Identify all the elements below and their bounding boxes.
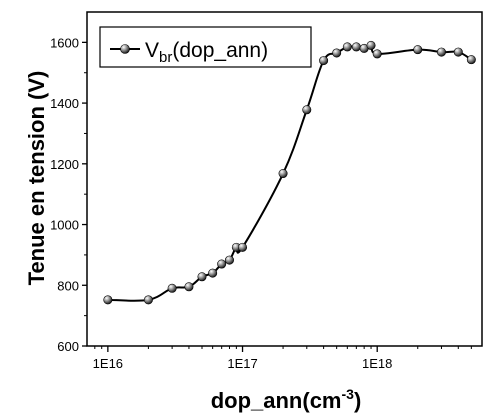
x-axis-title-sup: -3 [342,386,355,402]
y-tick-label: 1200 [50,157,79,172]
y-axis-title: Tenue en tension (V) [24,71,49,286]
y-tick-label: 1000 [50,218,79,233]
y-tick-label: 1600 [50,35,79,50]
data-point [453,47,463,57]
data-point [224,255,234,265]
data-point [197,272,207,282]
y-tick-label: 600 [57,339,79,354]
data-point [436,47,446,57]
data-point [103,295,113,305]
data-point [342,42,352,52]
data-point [184,282,194,292]
plot-frame [86,11,483,347]
x-tick-label: 1E18 [362,356,392,371]
legend-label-sub: br [159,49,172,66]
y-axis-ticks: 600 800 1000 1200 1400 1600 [50,35,87,354]
data-point [413,45,423,55]
data-point [319,56,329,66]
y-tick-label: 1400 [50,96,79,111]
data-point [217,259,227,269]
x-axis-title: dop_ann(cm-3) [211,386,362,413]
x-axis-ticks: 1E16 1E17 1E18 [93,346,472,371]
data-point [208,268,218,278]
legend: Vbr(dop_ann) [99,26,312,68]
x-axis-title-close: ) [354,388,361,413]
legend-box [99,26,312,68]
x-tick-label: 1E17 [227,356,257,371]
legend-marker [120,44,130,54]
legend-label: Vbr(dop_ann) [145,39,268,66]
data-point [366,40,376,50]
data-point [143,295,153,305]
data-point [302,105,312,115]
data-point [332,48,342,58]
data-point [278,169,288,179]
data-point [372,49,382,59]
legend-label-suffix: (dop_ann) [172,39,268,62]
x-tick-label: 1E16 [93,356,123,371]
x-axis-title-main: dop_ann(cm [211,388,342,413]
series-markers [103,40,476,305]
legend-label-main: V [145,39,159,62]
data-point [351,42,361,52]
series-line [107,44,472,302]
data-point [238,242,248,252]
y-tick-label: 800 [57,278,79,293]
data-point [466,55,476,65]
data-point [167,283,177,293]
